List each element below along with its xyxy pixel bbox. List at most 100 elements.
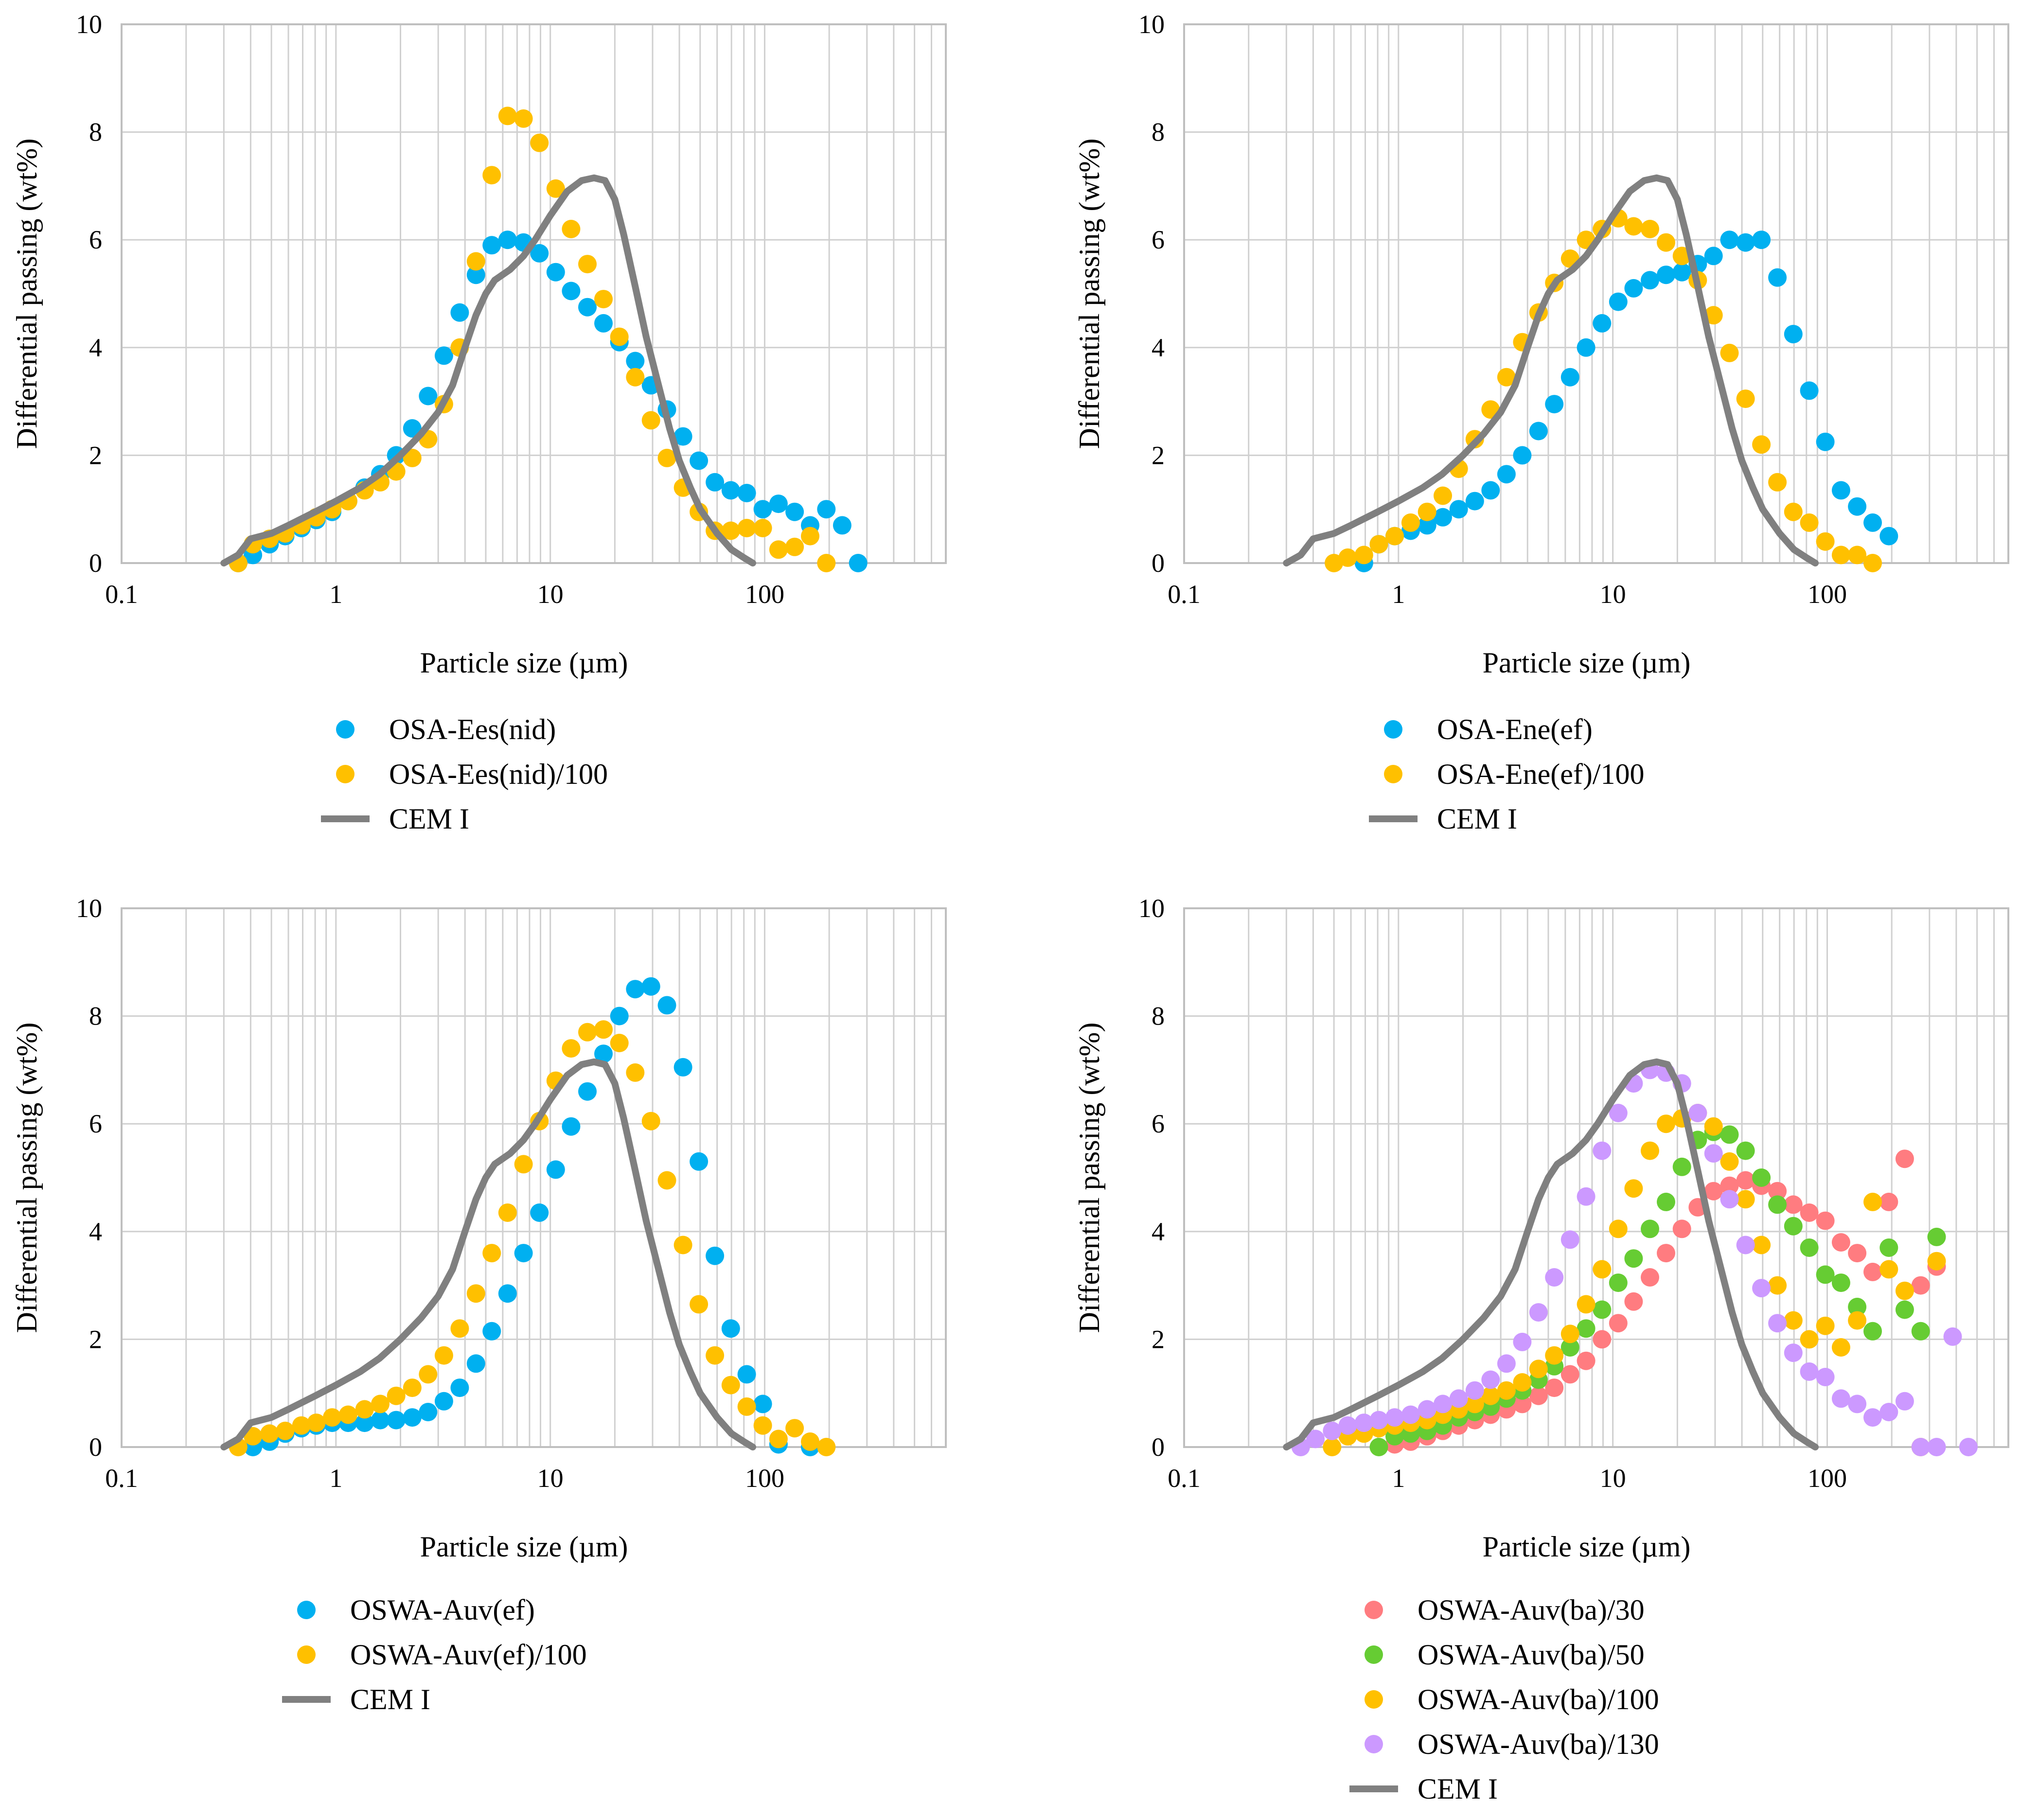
data-point <box>1848 497 1867 516</box>
data-point <box>594 290 613 309</box>
data-point <box>1560 1365 1579 1384</box>
data-point <box>1911 1438 1930 1456</box>
data-point <box>817 554 836 572</box>
data-point <box>1560 1338 1579 1357</box>
y-tick-label: 10 <box>76 10 102 39</box>
data-point <box>785 537 804 556</box>
plot-frame <box>1183 23 2009 564</box>
data-point <box>1323 1438 1342 1456</box>
data-point <box>610 1007 629 1025</box>
data-point <box>1704 1117 1723 1136</box>
data-point <box>706 1246 725 1265</box>
data-point <box>1831 546 1850 565</box>
data-point <box>1624 1292 1643 1311</box>
data-point <box>419 1403 438 1421</box>
data-point <box>1752 435 1771 454</box>
data-point <box>1800 381 1819 400</box>
data-point <box>1768 473 1787 492</box>
data-point <box>1704 1144 1723 1163</box>
gridlines <box>121 23 947 564</box>
data-point <box>1545 1268 1564 1287</box>
data-point <box>482 236 501 255</box>
data-point <box>1593 1141 1612 1160</box>
series-oswa-auv-ba-130 <box>1291 1060 1978 1456</box>
data-point <box>1736 389 1755 408</box>
data-point <box>1863 554 1882 572</box>
data-point <box>1816 1265 1835 1284</box>
data-point <box>482 166 501 185</box>
data-point <box>1481 1370 1500 1389</box>
data-point <box>514 1244 533 1263</box>
data-point <box>1418 502 1436 521</box>
data-point <box>498 106 517 125</box>
x-tick-label: 1 <box>1392 1464 1405 1493</box>
x-tick-label: 10 <box>1600 1464 1626 1493</box>
data-point <box>1672 1157 1691 1176</box>
data-point <box>1306 1430 1325 1449</box>
x-tick-label: 10 <box>1600 580 1626 609</box>
data-point <box>450 1319 469 1338</box>
cem-line <box>220 1058 756 1450</box>
data-point <box>1323 1421 1342 1440</box>
data-point <box>1800 1330 1819 1349</box>
data-point <box>1657 1192 1675 1211</box>
data-point <box>1369 1411 1388 1430</box>
data-point <box>626 980 645 999</box>
data-point <box>1879 1238 1898 1257</box>
data-point <box>1369 1438 1388 1456</box>
data-point <box>1720 1152 1739 1171</box>
x-tick-label: 0.1 <box>105 1464 138 1493</box>
x-tick-label: 100 <box>745 580 784 609</box>
cem-line <box>220 174 756 566</box>
y-tick-label: 4 <box>1152 1217 1165 1246</box>
y-tick-label: 2 <box>89 1325 102 1354</box>
data-point <box>1752 230 1771 249</box>
data-point <box>1577 1295 1596 1314</box>
data-point <box>1641 1268 1659 1287</box>
data-point <box>674 1058 692 1077</box>
legend-marker <box>1365 1601 1383 1619</box>
data-point <box>1895 1392 1914 1411</box>
y-tick-label: 8 <box>89 118 102 147</box>
data-point <box>785 502 804 521</box>
data-point <box>1529 422 1548 441</box>
y-tick-label: 10 <box>1138 894 1165 923</box>
data-point <box>1879 1260 1898 1279</box>
data-point <box>1529 1303 1548 1322</box>
data-point <box>1959 1438 1978 1456</box>
data-point <box>1943 1327 1962 1346</box>
data-point <box>1816 1316 1835 1335</box>
data-point <box>1720 343 1739 362</box>
data-point <box>1784 502 1803 521</box>
data-point <box>530 133 549 152</box>
data-point <box>1816 432 1835 451</box>
data-point <box>1449 500 1468 519</box>
data-point <box>1497 368 1516 387</box>
data-point <box>434 346 453 365</box>
data-point <box>1609 292 1628 311</box>
data-point <box>1848 1244 1867 1263</box>
x-axis-title: Particle size (µm) <box>1483 647 1691 679</box>
legend: OSA-Ees(nid) OSA-Ees(nid)/100 CEM I <box>321 713 608 835</box>
data-point <box>403 1408 422 1427</box>
data-point <box>769 1430 788 1449</box>
data-point <box>1545 1378 1564 1397</box>
data-point <box>1736 1171 1755 1190</box>
data-point <box>578 1023 597 1042</box>
data-point <box>578 255 597 274</box>
data-point <box>1338 1416 1357 1435</box>
data-point <box>1465 1381 1484 1400</box>
data-point <box>721 1376 740 1395</box>
legend-marker <box>1365 1690 1383 1709</box>
data-point <box>1848 546 1867 565</box>
data-point <box>1641 220 1659 238</box>
data-point <box>419 387 438 406</box>
legend-label: OSA-Ene(ef)/100 <box>1437 758 1645 790</box>
data-point <box>1911 1322 1930 1341</box>
y-tick-label: 0 <box>1152 548 1165 578</box>
data-point <box>1418 516 1436 535</box>
data-point <box>690 1295 709 1314</box>
data-point <box>690 451 709 470</box>
series-cem-i <box>1283 1058 1819 1450</box>
